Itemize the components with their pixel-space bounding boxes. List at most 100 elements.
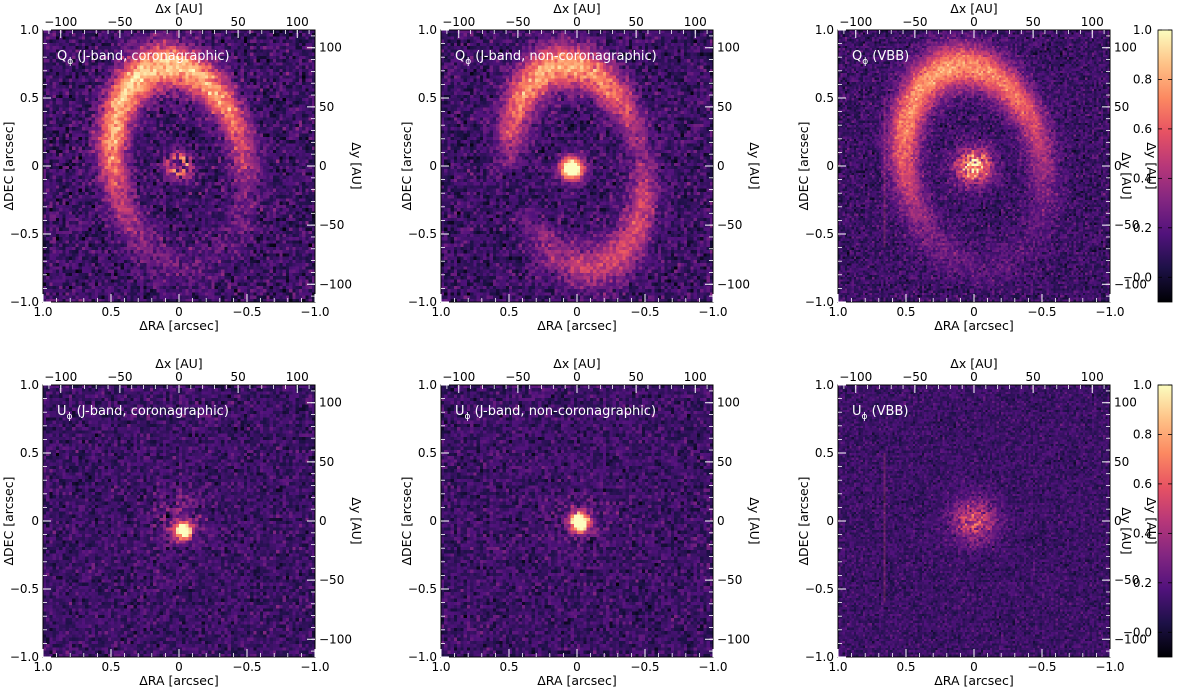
colorbar-2: −0.0 0.2 0.4 0.6 0.8 1.0 Δy [AU]	[1119, 378, 1173, 658]
x2-tick-label: 100	[286, 370, 309, 384]
y-tick-label: −1.0	[805, 295, 834, 309]
y-tick-label: −1.0	[10, 295, 39, 309]
x2-tick-label: 100	[684, 15, 707, 29]
y2-tick-label: −100	[319, 632, 352, 646]
colorbar-tick-label: 0.4	[1133, 171, 1152, 185]
y-tick-label: 1.0	[418, 378, 437, 392]
y2-axis-label: Δy [AU]	[747, 497, 762, 544]
panel-6: 1.0 0.5 0 −0.5 −1.0 −1.0 −0.5 0 0.5 1.0 −100 −50 0 50…	[796, 356, 1159, 688]
colorbar-tick-label: 0.4	[1133, 526, 1152, 540]
y2-tick-label: −100	[717, 632, 750, 646]
x2-tick-label: 50	[1025, 370, 1040, 384]
y2-tick-label: 50	[319, 100, 334, 114]
x2-tick-label: 0	[970, 370, 978, 384]
y2-tick-label: 100	[717, 396, 740, 410]
y-tick-label: −1.0	[408, 650, 437, 664]
panel-title: Uϕ (J-band, coronagraphic)	[57, 404, 229, 422]
y2-axis-label: Δy [AU]	[349, 142, 364, 189]
x-tick-label: −1.0	[698, 660, 727, 674]
heatmap-image	[838, 30, 1110, 302]
panel-title: Uϕ (VBB)	[852, 404, 908, 422]
x-tick-label: 0	[175, 660, 183, 674]
x-tick-label: 1.0	[828, 660, 847, 674]
y2-tick-label: −100	[717, 277, 750, 291]
y-tick-label: 0.5	[815, 446, 834, 460]
x-tick-label: 0.5	[101, 660, 120, 674]
x2-tick-label: −50	[902, 15, 927, 29]
x-axis-label: ΔRA [arcsec]	[139, 318, 218, 333]
y-tick-label: 0.5	[815, 91, 834, 105]
y-axis-label: ΔDEC [arcsec]	[796, 121, 811, 210]
x2-axis-label: Δx [AU]	[155, 1, 202, 16]
x-tick-label: 0	[175, 305, 183, 319]
colorbar-tick-label: 0.8	[1133, 72, 1152, 86]
panel-4: 1.0 0.5 0 −0.5 −1.0 −1.0 −0.5 0 0.5 1.0 −100 −50 0 50…	[1, 356, 364, 688]
y-axis-label: ΔDEC [arcsec]	[399, 121, 414, 210]
x2-tick-label: 50	[628, 370, 643, 384]
y2-tick-label: 0	[319, 514, 327, 528]
y-tick-label: −1.0	[805, 650, 834, 664]
x-tick-label: 0	[970, 305, 978, 319]
y2-tick-label: 100	[319, 41, 342, 55]
y-tick-label: 1.0	[20, 378, 39, 392]
x-tick-label: 1.0	[828, 305, 847, 319]
x-tick-label: 0.5	[896, 305, 915, 319]
y2-tick-label: 100	[1114, 396, 1137, 410]
y2-tick-label: 50	[717, 455, 732, 469]
y-tick-label: −0.5	[408, 582, 437, 596]
x2-tick-label: −100	[442, 15, 475, 29]
y2-tick-label: −100	[1114, 632, 1147, 646]
heatmap-image	[441, 385, 713, 657]
x-tick-label: 1.0	[33, 305, 52, 319]
x-axis-label: ΔRA [arcsec]	[139, 673, 218, 688]
colorbar-label: Δy [AU]	[1119, 507, 1134, 554]
y-tick-label: 0	[31, 514, 39, 528]
y2-tick-label: −50	[319, 573, 344, 587]
x2-tick-label: −100	[839, 370, 872, 384]
x-axis-label: ΔRA [arcsec]	[537, 318, 616, 333]
y-tick-label: 0	[429, 514, 437, 528]
x-tick-label: 1.0	[431, 305, 450, 319]
x-tick-label: −1.0	[300, 660, 329, 674]
x-axis-label: ΔRA [arcsec]	[934, 673, 1013, 688]
y2-axis-label: Δy [AU]	[1144, 142, 1159, 189]
y-tick-label: 0.5	[20, 91, 39, 105]
y2-tick-label: 50	[319, 455, 334, 469]
y-tick-label: −0.5	[408, 227, 437, 241]
y2-tick-label: 100	[1114, 41, 1137, 55]
colorbar-label: Δy [AU]	[1119, 152, 1134, 199]
x2-tick-label: 0	[573, 370, 581, 384]
colorbar-1: −0.0 0.2 0.4 0.6 0.8 1.0 Δy [AU]	[1119, 23, 1173, 303]
y-tick-label: 0	[429, 159, 437, 173]
x2-axis-label: Δx [AU]	[553, 356, 600, 371]
x-tick-label: −0.5	[232, 660, 261, 674]
x2-tick-label: 50	[1025, 15, 1040, 29]
x-tick-label: −1.0	[1095, 305, 1124, 319]
y2-tick-label: 0	[1114, 159, 1122, 173]
y-axis-label: ΔDEC [arcsec]	[796, 476, 811, 565]
x2-axis-label: Δx [AU]	[950, 356, 997, 371]
panel-2: 1.0 0.5 0 −0.5 −1.0 −1.0 −0.5 0 0.5 1.0 −100 −50 0 50…	[399, 1, 762, 333]
y2-axis-label: Δy [AU]	[349, 497, 364, 544]
x-tick-label: 0.5	[101, 305, 120, 319]
x-axis-label: ΔRA [arcsec]	[537, 673, 616, 688]
y2-tick-label: 50	[717, 100, 732, 114]
colorbar-tick-label: 0.6	[1133, 477, 1152, 491]
heatmap-image	[441, 30, 713, 302]
x2-tick-label: 100	[286, 15, 309, 29]
x2-tick-label: −100	[44, 370, 77, 384]
y-tick-label: 0.5	[20, 446, 39, 460]
x-tick-label: 0	[573, 305, 581, 319]
x-tick-label: 0.5	[499, 660, 518, 674]
x-tick-label: −0.5	[232, 305, 261, 319]
x2-tick-label: 100	[1081, 15, 1104, 29]
x2-tick-label: −100	[442, 370, 475, 384]
y-tick-label: −0.5	[805, 582, 834, 596]
x-tick-label: −0.5	[630, 660, 659, 674]
y2-tick-label: 50	[1114, 455, 1129, 469]
x-tick-label: −0.5	[1027, 660, 1056, 674]
y-tick-label: 0	[826, 159, 834, 173]
y-tick-label: 0.5	[418, 91, 437, 105]
y-tick-label: 0	[826, 514, 834, 528]
